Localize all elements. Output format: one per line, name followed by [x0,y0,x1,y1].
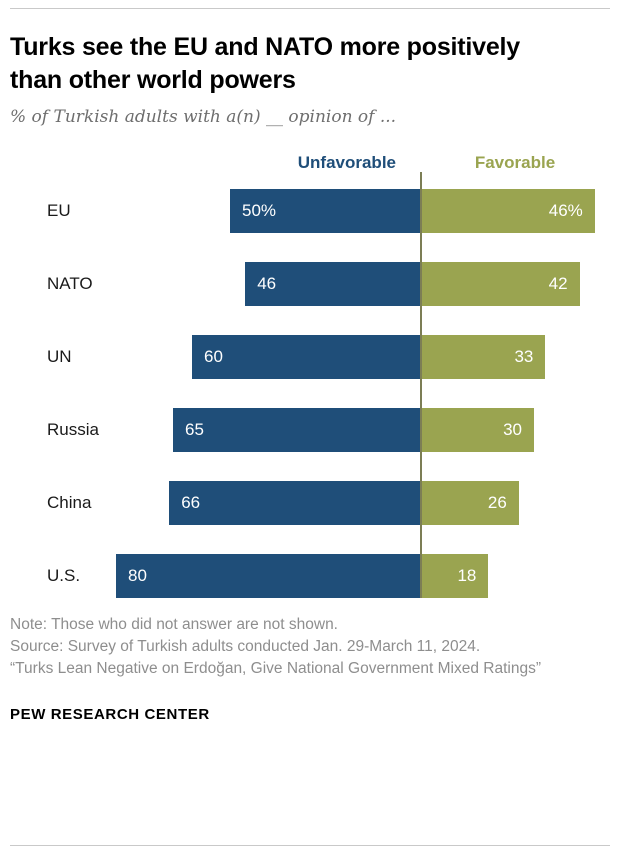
unfavorable-bar: 46 [245,262,420,306]
favorable-value-label: 46% [548,201,583,220]
chart-row: EU 50% 46% [10,189,610,233]
chart-row: China 66 26 [10,481,610,525]
chart-source-quote: “Turks Lean Negative on Erdoğan, Give Na… [10,660,541,677]
favorable-bar: 46% [420,189,595,233]
chart-row: UN 60 33 [10,335,610,379]
bottom-divider-line [10,845,610,846]
diverging-bar-chart: Unfavorable Favorable EU 50% 46% NATO 46 42 UN… [10,153,610,598]
chart-row: NATO 46 42 [10,262,610,306]
chart-rows: EU 50% 46% NATO 46 42 UN 60 33 Russia 65 30 China 66 2… [10,172,610,598]
category-label: NATO [47,274,93,293]
top-divider-line [10,8,610,9]
category-label: Russia [47,420,99,439]
unfavorable-value-label: 80 [128,566,147,585]
chart-row: U.S. 80 18 [10,554,610,598]
legend-unfavorable: Unfavorable [297,153,396,172]
favorable-bar: 42 [420,262,580,306]
chart-note: Note: Those who did not answer are not s… [10,616,338,633]
unfavorable-value-label: 60 [204,347,223,366]
favorable-value-label: 26 [487,493,507,512]
unfavorable-bar: 60 [192,335,420,379]
unfavorable-value-label: 50% [242,201,277,220]
unfavorable-bar: 66 [169,481,420,525]
center-axis-line [420,172,422,598]
chart-source: Source: Survey of Turkish adults conduct… [10,638,481,655]
chart-subtitle: % of Turkish adults with a(n) __ opinion… [10,107,397,127]
unfavorable-bar: 80 [116,554,420,598]
favorable-value-label: 42 [548,274,568,293]
category-label: EU [47,201,71,220]
favorable-bar: 30 [420,408,534,452]
unfavorable-bar: 65 [173,408,420,452]
unfavorable-value-label: 65 [185,420,204,439]
chart-notes: Note: Those who did not answer are not s… [10,614,610,680]
favorable-bar: 26 [420,481,519,525]
category-label: U.S. [47,566,81,585]
category-label: UN [47,347,72,366]
favorable-bar: 18 [420,554,489,598]
unfavorable-value-label: 66 [181,493,201,512]
unfavorable-value-label: 46 [257,274,277,293]
chart-row: Russia 65 30 [10,408,610,452]
legend-favorable: Favorable [474,153,556,172]
page-title: Turks see the EU and NATO more positivel… [10,33,521,94]
favorable-value-label: 33 [514,347,534,366]
unfavorable-bar: 50% [230,189,420,233]
chart-legend: Unfavorable Favorable [10,153,610,173]
favorable-value-label: 18 [457,566,477,585]
pew-research-center-wordmark: PEW RESEARCH CENTER [10,706,210,723]
favorable-bar: 33 [420,335,546,379]
favorable-value-label: 30 [503,420,522,439]
category-label: China [47,493,92,512]
